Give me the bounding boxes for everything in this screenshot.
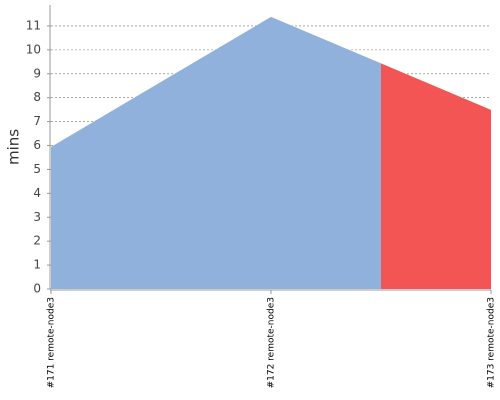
y-tick-label: 6 xyxy=(33,138,41,152)
y-tick-label: 1 xyxy=(33,258,41,272)
area-segment xyxy=(51,81,161,289)
y-tick-label: 2 xyxy=(33,234,41,248)
y-tick-label: 9 xyxy=(33,66,41,80)
y-axis-label: mins xyxy=(5,129,23,165)
y-tick-label: 7 xyxy=(33,114,41,128)
y-tick-label: 11 xyxy=(26,18,41,32)
x-tick-label: #172 remote-node3 xyxy=(267,297,277,388)
area-segment xyxy=(381,63,491,290)
y-tick-label: 8 xyxy=(33,90,41,104)
y-tick-label: 5 xyxy=(33,162,41,176)
y-tick-label: 10 xyxy=(26,42,41,56)
y-tick-label: 4 xyxy=(33,186,41,200)
y-tick-label: 3 xyxy=(33,210,41,224)
x-tick-label: #171 remote-node3 xyxy=(47,297,57,388)
area-segment xyxy=(161,16,381,289)
y-tick-label: 0 xyxy=(33,282,41,296)
x-tick-label: #173 remote-node3 xyxy=(487,297,497,388)
